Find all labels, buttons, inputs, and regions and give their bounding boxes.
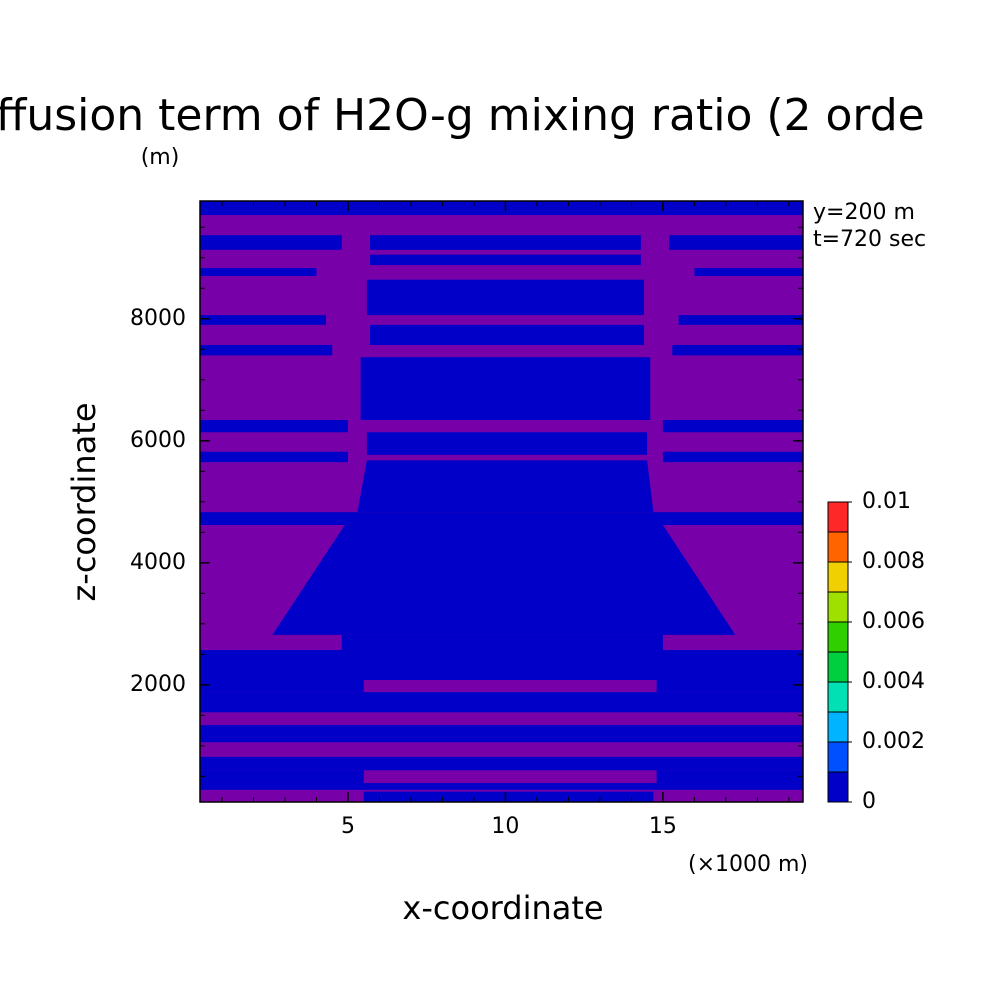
colorbar-box	[827, 621, 849, 653]
colorbar-box	[827, 561, 849, 593]
colorbar-tick-label: 0.002	[862, 729, 925, 754]
colorbar-box	[827, 591, 849, 623]
contour-region	[357, 460, 654, 513]
contour-region	[200, 725, 803, 743]
y-unit: (m)	[141, 145, 180, 170]
annotation: y=200 m	[813, 200, 915, 225]
contour-region	[669, 235, 803, 250]
contour-region	[370, 235, 641, 250]
contour-region	[200, 756, 803, 771]
contour-region	[200, 692, 803, 713]
contour-region	[200, 650, 803, 680]
contour-region	[200, 679, 364, 693]
colorbar-tick-label: 0.004	[862, 669, 925, 694]
contour-region	[662, 451, 803, 463]
contour-region	[672, 344, 803, 356]
contour-region	[200, 770, 364, 784]
y-tick-label: 4000	[130, 550, 186, 575]
colorbar-box	[827, 681, 849, 713]
x-axis-label: x-coordinate	[402, 889, 603, 927]
contour-region	[656, 679, 803, 693]
colorbar-box	[827, 741, 849, 773]
contour-region	[370, 254, 641, 266]
contour-region	[370, 324, 644, 345]
y-tick-label: 6000	[130, 428, 186, 453]
y-tick-label: 2000	[130, 672, 186, 697]
contour-region	[200, 451, 348, 463]
contour-region	[200, 235, 342, 250]
x-unit: (×1000 m)	[688, 852, 808, 877]
colorbar-box	[827, 711, 849, 743]
chart-title: ffusion term of H2O-g mixing ratio (2 or…	[0, 90, 925, 141]
y-tick-label: 8000	[130, 306, 186, 331]
x-tick-label: 10	[491, 814, 519, 839]
contour-region	[200, 512, 803, 525]
contour-region	[360, 357, 651, 421]
contour-region	[200, 201, 803, 216]
contour-region	[366, 432, 648, 455]
contour-region	[662, 420, 803, 433]
contour-region	[200, 315, 326, 325]
colorbar-tick-label: 0	[862, 789, 876, 814]
y-axis-label: z-coordinate	[65, 402, 103, 601]
colorbar-box	[827, 651, 849, 683]
contour-region	[200, 344, 333, 356]
plot-area	[200, 201, 803, 802]
colorbar-box	[827, 771, 849, 803]
colorbar-tick-label: 0.01	[862, 489, 911, 514]
x-tick-label: 15	[649, 814, 677, 839]
contour-region	[366, 279, 644, 316]
colorbar-tick-label: 0.008	[862, 549, 925, 574]
contour-region	[363, 791, 654, 802]
contour-region	[656, 770, 803, 784]
x-tick-label: 5	[341, 814, 355, 839]
contour-region	[200, 783, 803, 790]
contour-region	[678, 315, 803, 325]
contour-region	[694, 268, 803, 277]
colorbar-box	[827, 501, 849, 533]
annotation: t=720 sec	[813, 227, 926, 252]
colorbar-box	[827, 531, 849, 563]
contour-region	[341, 634, 663, 651]
contour-region	[200, 268, 317, 277]
contour-region	[272, 524, 736, 635]
contour-region	[200, 420, 348, 433]
colorbar-tick-label: 0.006	[862, 609, 925, 634]
